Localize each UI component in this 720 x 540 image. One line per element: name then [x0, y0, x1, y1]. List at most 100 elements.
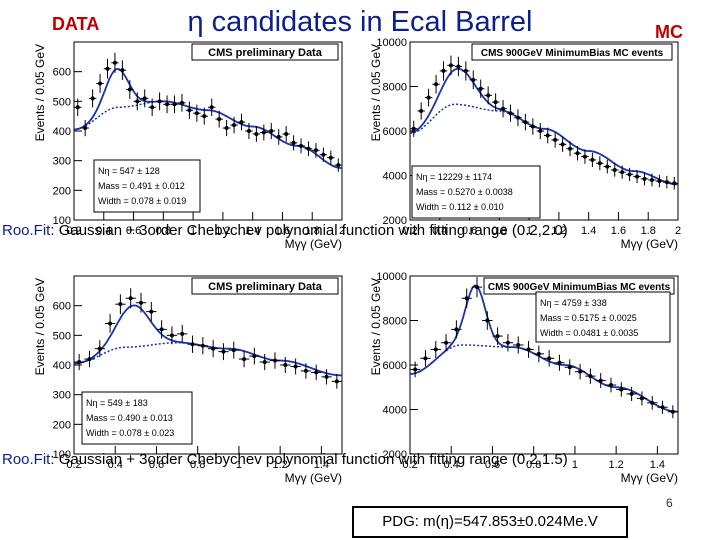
data-point: [523, 120, 528, 125]
fit-stat-line: Mass = 0.491 ± 0.012: [98, 181, 185, 191]
y-tick-label: 300: [53, 390, 71, 402]
y-tick-label: 10000: [376, 271, 407, 283]
x-axis-label: Mγγ (GeV): [285, 471, 342, 485]
y-tick-label: 4000: [383, 405, 407, 417]
data-point: [97, 346, 102, 351]
data-point: [660, 405, 665, 410]
data-point: [419, 108, 424, 113]
y-axis-label: Events / 0.05 GeV: [33, 278, 47, 375]
fit-stats-box: [535, 291, 671, 343]
data-point: [221, 349, 226, 354]
data-point: [575, 151, 580, 156]
data-point: [254, 131, 259, 136]
plot-title: CMS 900GeV MinimumBias MC events: [481, 48, 664, 59]
y-tick-label: 400: [53, 360, 71, 372]
data-point: [463, 68, 468, 73]
plot-title-box: [191, 277, 339, 295]
fit-stat-line: Nη = 12229 ± 1174: [416, 172, 492, 182]
data-point: [501, 106, 506, 111]
data-point: [157, 99, 162, 104]
total-fit-curve: [409, 284, 679, 413]
data-point: [87, 357, 92, 362]
y-tick-label: 100: [53, 449, 71, 461]
data-point: [108, 321, 113, 326]
data-point: [657, 179, 662, 184]
data-point: [217, 117, 222, 122]
data-point: [664, 180, 669, 185]
data-point: [582, 154, 587, 159]
data-point: [423, 356, 428, 361]
data-point: [578, 369, 583, 374]
fit-stats-box: [93, 159, 201, 213]
data-point: [609, 383, 613, 388]
data-point: [536, 351, 541, 356]
x-tick-label: 1.6: [275, 225, 290, 237]
y-tick-label: 8000: [383, 316, 407, 328]
x-tick-label: 1.4: [650, 459, 665, 471]
x-tick-label: 0.4: [432, 225, 447, 237]
fit-stat-line: Mass = 0.5270 ± 0.0038: [416, 187, 513, 197]
mc-tag: MC: [655, 22, 683, 42]
data-point: [471, 77, 476, 82]
y-axis-label: Events / 0.05 GeV: [33, 44, 47, 141]
x-tick-label: 1: [236, 459, 242, 471]
data-point: [456, 64, 461, 69]
data-point: [120, 68, 125, 73]
data-point: [90, 96, 95, 101]
data-point: [334, 379, 339, 384]
y-tick-label: 400: [53, 126, 71, 138]
data-point: [619, 387, 624, 392]
data-point: [635, 174, 640, 179]
plot-title: CMS preliminary Data: [208, 47, 323, 59]
data-point: [112, 60, 117, 65]
plot-mc-bottom: 2000 4000 6000 8000 10000 0.2 0.4 0.6 0.8 1 1.2 1.4…: [369, 271, 679, 485]
data-point: [649, 177, 654, 182]
fit-stat-line: Width = 0.078 ± 0.023: [86, 428, 174, 438]
data-point: [508, 111, 513, 116]
fit-stat-line: Width = 0.078 ± 0.019: [98, 196, 186, 206]
data-point: [261, 130, 266, 135]
data-point: [105, 66, 110, 71]
data-point: [83, 126, 88, 131]
x-tick-label: 1.2: [609, 459, 624, 471]
data-point: [516, 342, 521, 347]
data-point: [627, 172, 632, 177]
data-point: [242, 357, 247, 362]
data-point: [605, 164, 610, 169]
y-tick-label: 10000: [376, 37, 407, 49]
data-point: [485, 318, 490, 323]
data-point: [159, 327, 164, 332]
fit-stat-line: Mass = 0.5175 ± 0.0025: [540, 313, 637, 323]
fit-stats-box: [81, 391, 193, 445]
data-point: [597, 161, 602, 166]
data-point: [526, 347, 531, 352]
data-point: [194, 111, 199, 116]
x-tick-label: 1.8: [305, 225, 320, 237]
data-point: [478, 86, 483, 91]
data-point: [98, 81, 103, 86]
data-point: [650, 400, 655, 405]
data-point: [77, 360, 82, 365]
x-tick-label: 0.4: [444, 459, 459, 471]
y-tick-label: 100: [53, 215, 71, 227]
x-tick-label: 0.6: [485, 459, 500, 471]
data-point: [128, 296, 133, 301]
data-point: [180, 331, 185, 336]
fit-stat-line: Width = 0.0481 ± 0.0035: [540, 328, 638, 338]
x-tick-label: 0.8: [190, 459, 205, 471]
data-point: [530, 124, 535, 129]
y-tick-label: 2000: [383, 449, 407, 461]
data-point: [190, 342, 195, 347]
x-tick-label: 0.4: [108, 459, 123, 471]
data-point: [303, 368, 308, 373]
fit-stat-line: Mass = 0.490 ± 0.013: [86, 413, 173, 423]
x-tick-label: 1.2: [273, 459, 288, 471]
total-fit-curve: [409, 68, 679, 186]
plot-title-box: [191, 43, 339, 61]
fit-stats-box: [411, 165, 541, 219]
data-point: [545, 133, 550, 138]
data-point: [252, 354, 257, 359]
data-point: [269, 129, 274, 133]
data-point: [486, 93, 491, 98]
data-point: [232, 123, 237, 128]
